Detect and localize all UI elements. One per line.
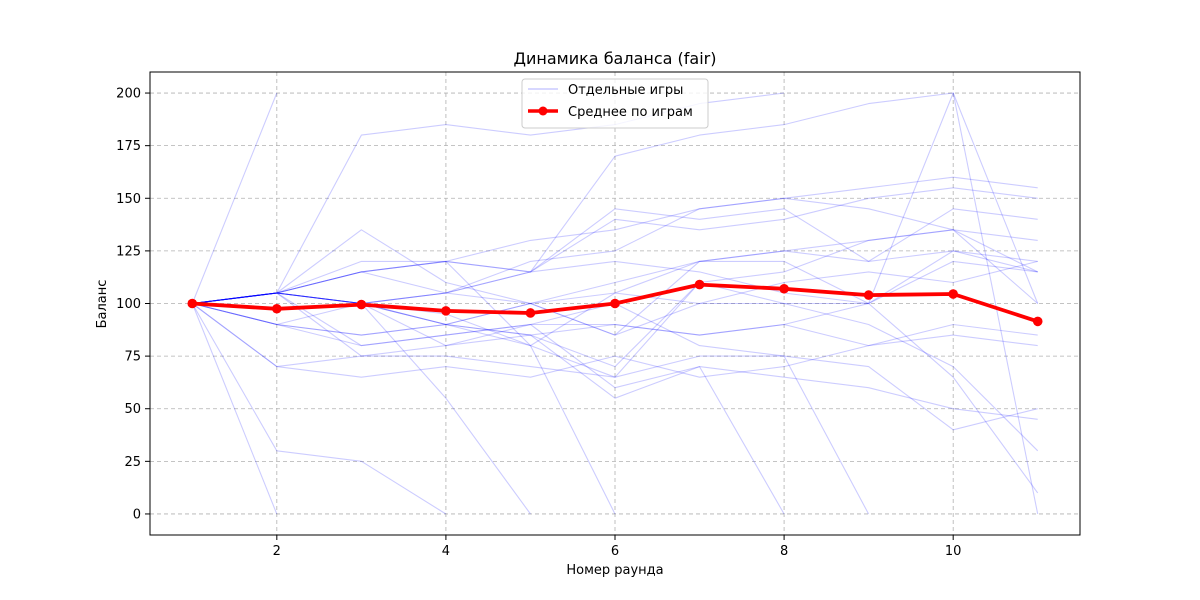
individual-game-line [191,303,447,515]
mean-point [863,290,874,300]
individual-game-line [192,292,870,515]
mean-point [525,308,536,318]
individual-game-line [192,302,1038,347]
y-tick-label: 25 [124,455,141,470]
individual-series-group [191,92,1039,515]
individual-game-line [192,292,785,515]
mean-point [187,298,198,309]
individual-game-line [191,303,1038,378]
mean-point [694,279,705,290]
mean-point [779,283,789,294]
individual-game-line [191,92,278,304]
mean-series-group [187,279,1043,327]
mean-point [1032,316,1043,327]
y-tick-label: 75 [124,350,141,365]
y-tick-label: 100 [116,297,141,312]
individual-game-line [192,208,1038,305]
individual-game-line [192,302,1039,452]
mean-point [272,303,282,314]
individual-game-line [191,303,1038,420]
individual-game-line [192,260,1038,347]
y-tick-label: 50 [124,402,141,417]
individual-game-line [192,250,1038,305]
mean-point [441,306,451,316]
x-axis-label: Номер раунда [566,563,663,578]
x-tick-label: 4 [442,544,450,559]
x-tick-label: 2 [273,544,281,559]
y-tick-label: 0 [133,507,141,522]
x-tick-label: 10 [945,544,962,559]
mean-point [356,299,367,310]
y-axis-label: Баланс [95,280,110,329]
y-tick-label: 125 [116,244,141,259]
individual-game-line [192,92,1039,305]
legend-label-individual: Отдельные игры [568,83,683,98]
y-tick-label: 150 [116,192,141,207]
legend-label-mean: Среднее по играм [568,105,693,120]
mean-point [948,289,958,299]
mean-point [610,298,620,309]
legend-box [521,78,709,129]
legend: Отдельные игры Среднее по играм [521,78,709,129]
individual-game-line [192,187,1038,305]
individual-game-line [192,250,1038,326]
y-tick-label: 200 [116,87,141,102]
individual-game-line [192,197,1039,305]
individual-game-line [192,281,1039,494]
individual-game-line [192,260,616,515]
x-tick-label: 6 [611,544,619,559]
individual-game-line [192,260,1038,336]
individual-game-line [192,176,1038,305]
legend-swatch-mean-marker [538,106,548,116]
y-tick-label: 175 [116,139,141,154]
individual-game-line [192,92,1039,515]
grid-lines [150,72,1080,535]
individual-game-line [192,292,1038,431]
individual-game-line [191,303,278,515]
individual-game-line [192,229,1038,378]
x-tick-label: 8 [780,544,788,559]
chart-title: Динамика баланса (fair) [514,49,717,68]
individual-game-line [192,229,1038,305]
